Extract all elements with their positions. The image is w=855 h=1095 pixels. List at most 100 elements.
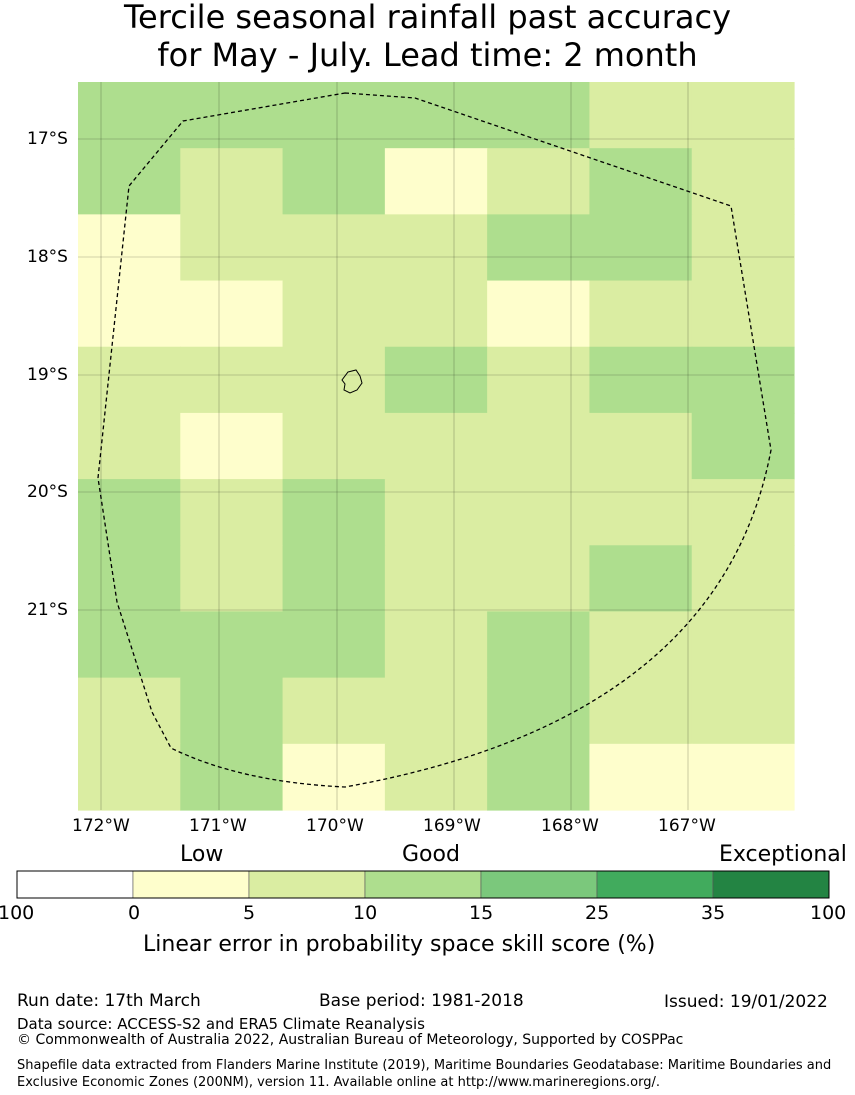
base-period: Base period: 1981-2018: [319, 991, 524, 1011]
lat-label-19: 19°S: [27, 365, 68, 385]
legend-category-exceptional: Exceptional: [719, 842, 847, 867]
grid-cell: [384, 148, 488, 215]
grid-cell: [282, 280, 386, 348]
lon-label-168: 168°W: [541, 816, 599, 836]
grid-cell: [180, 412, 284, 480]
grid-cell: [589, 743, 693, 811]
eez-boundary-line: [97, 92, 772, 788]
grid-cell: [180, 214, 284, 282]
grid-cell: [384, 82, 488, 149]
lon-label-167: 167°W: [658, 816, 716, 836]
grid-cell: [691, 479, 795, 546]
grid-cell: [180, 479, 284, 546]
grid-cell: [589, 148, 693, 215]
legend-tick-label: 35: [701, 902, 726, 924]
grid-cell: [180, 677, 284, 745]
grid-cell: [487, 148, 591, 215]
grid-cell: [487, 743, 591, 811]
grid-cell: [691, 82, 795, 149]
legend-color-segment: [248, 870, 366, 899]
grid-cell: [384, 280, 488, 348]
shapefile-credit: Shapefile data extracted from Flanders M…: [17, 1058, 832, 1090]
grid-cell: [180, 743, 284, 811]
grid-cell: [78, 412, 181, 480]
grid-cell: [589, 479, 693, 546]
lon-label-171: 171°W: [189, 816, 247, 836]
grid-cell: [384, 214, 488, 282]
grid-cell: [282, 148, 386, 215]
grid-cell: [691, 346, 795, 414]
grid-cell: [282, 743, 386, 811]
grid-cell: [487, 677, 591, 745]
grid-cell: [180, 346, 284, 414]
lat-label-17: 17°S: [27, 129, 68, 149]
grid-cell: [487, 346, 591, 414]
grid-cell: [589, 412, 693, 480]
graticule-lines: [78, 82, 794, 810]
grid-cell: [691, 412, 795, 480]
grid-cell: [487, 82, 591, 149]
legend-category-good: Good: [402, 842, 460, 867]
grid-cell: [384, 545, 488, 613]
copyright-notice: © Commonwealth of Australia 2022, Austra…: [17, 1032, 684, 1048]
grid-cell: [282, 479, 386, 546]
legend-colorbar: [16, 870, 830, 899]
grid-cell: [384, 677, 488, 745]
lat-label-20: 20°S: [27, 482, 68, 502]
grid-cell: [282, 82, 386, 149]
grid-cell: [691, 280, 795, 348]
grid-cell: [487, 545, 591, 613]
grid-cell: [691, 545, 795, 613]
issued-date: Issued: 19/01/2022: [664, 992, 828, 1012]
grid-cell: [78, 545, 181, 613]
grid-cell: [384, 412, 488, 480]
lat-label-21: 21°S: [27, 600, 68, 620]
grid-cell: [78, 479, 181, 546]
grid-cell: [487, 479, 591, 546]
grid-cell: [282, 346, 386, 414]
grid-cell: [78, 280, 181, 348]
legend-category-low: Low: [180, 842, 224, 867]
grid-cell: [691, 677, 795, 745]
legend-tick-label: 15: [469, 902, 494, 924]
legend-tick-label: 100: [0, 902, 35, 924]
lon-label-170: 170°W: [306, 816, 364, 836]
grid-cell: [487, 412, 591, 480]
lon-label-169: 169°W: [423, 816, 481, 836]
chart-title-line-2: for May - July. Lead time: 2 month: [157, 36, 698, 74]
skill-grid-cells: [78, 82, 795, 811]
grid-cell: [282, 677, 386, 745]
legend-tick-label: 25: [585, 902, 610, 924]
grid-cell: [282, 611, 386, 679]
grid-cell: [180, 280, 284, 348]
grid-cell: [589, 82, 693, 149]
legend-tick-label: 100: [810, 902, 847, 924]
grid-cell: [589, 346, 693, 414]
grid-cell: [691, 148, 795, 215]
legend-color-segment: [712, 870, 830, 899]
grid-cell: [78, 214, 181, 282]
grid-cell: [78, 82, 181, 149]
grid-cell: [487, 214, 591, 282]
grid-cell: [384, 346, 488, 414]
legend-colorbar-frame: [16, 870, 830, 899]
grid-cell: [691, 611, 795, 679]
grid-cell: [78, 611, 181, 679]
legend-tick-label: 0: [128, 902, 141, 924]
grid-cell: [691, 743, 795, 811]
grid-cell: [282, 412, 386, 480]
lon-label-172: 172°W: [72, 816, 130, 836]
grid-cell: [691, 214, 795, 282]
grid-cell: [589, 280, 693, 348]
grid-cell: [78, 677, 181, 745]
grid-cell: [282, 214, 386, 282]
grid-cell: [384, 611, 488, 679]
grid-cell: [78, 743, 181, 811]
legend-color-segment: [16, 870, 134, 899]
grid-cell: [78, 148, 181, 215]
island-outline: [341, 369, 363, 394]
grid-cell: [180, 82, 284, 149]
lat-label-18: 18°S: [27, 247, 68, 267]
grid-cell: [384, 479, 488, 546]
data-source: Data source: ACCESS-S2 and ERA5 Climate …: [17, 1015, 425, 1033]
